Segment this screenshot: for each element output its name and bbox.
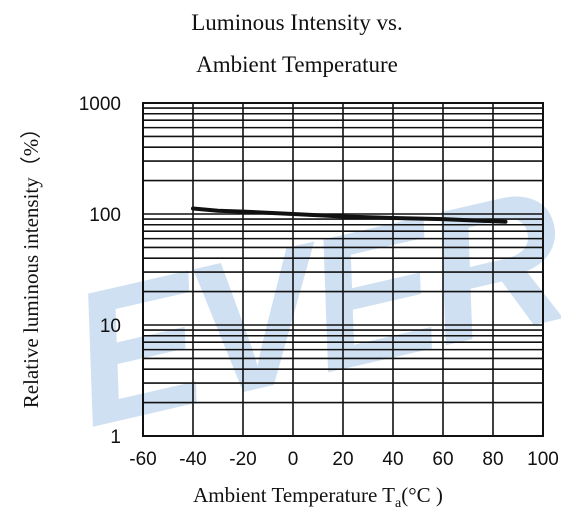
x-tick-labels: -60 -40 -20 0 20 40 60 80 100 xyxy=(129,449,559,470)
watermark: EVER xyxy=(51,149,561,468)
y-tick-label: 10 xyxy=(100,316,121,337)
watermark-text: EVER xyxy=(51,149,561,468)
x-axis-label-unit: (°C ) xyxy=(401,483,443,507)
x-tick-label: 0 xyxy=(288,449,299,470)
y-axis-label: Relative luminous intensity（%） xyxy=(19,118,43,408)
y-tick-labels: 1 10 100 1000 xyxy=(79,94,121,448)
y-tick-label: 1000 xyxy=(79,94,121,115)
x-tick-label: 40 xyxy=(382,449,403,470)
x-tick-label: -60 xyxy=(129,449,156,470)
x-tick-label: -20 xyxy=(229,449,256,470)
x-tick-label: 60 xyxy=(432,449,453,470)
x-tick-label: 80 xyxy=(482,449,503,470)
x-axis-label-main: Ambient Temperature T xyxy=(193,483,395,507)
y-tick-label: 100 xyxy=(89,205,121,226)
chart-title-line2: Ambient Temperature xyxy=(196,52,398,77)
x-tick-label: 100 xyxy=(527,449,559,470)
series-group xyxy=(191,206,508,224)
x-axis-label-subscript: a xyxy=(395,496,402,511)
x-axis-label: Ambient Temperature Ta(°C ) xyxy=(193,483,443,511)
chart-title-line1: Luminous Intensity vs. xyxy=(191,10,402,35)
x-tick-label: 20 xyxy=(332,449,353,470)
series-line-0 xyxy=(191,206,508,224)
y-tick-label: 1 xyxy=(110,427,121,448)
plot-frame xyxy=(142,102,544,437)
grid xyxy=(142,102,544,437)
x-tick-label: -40 xyxy=(179,449,206,470)
